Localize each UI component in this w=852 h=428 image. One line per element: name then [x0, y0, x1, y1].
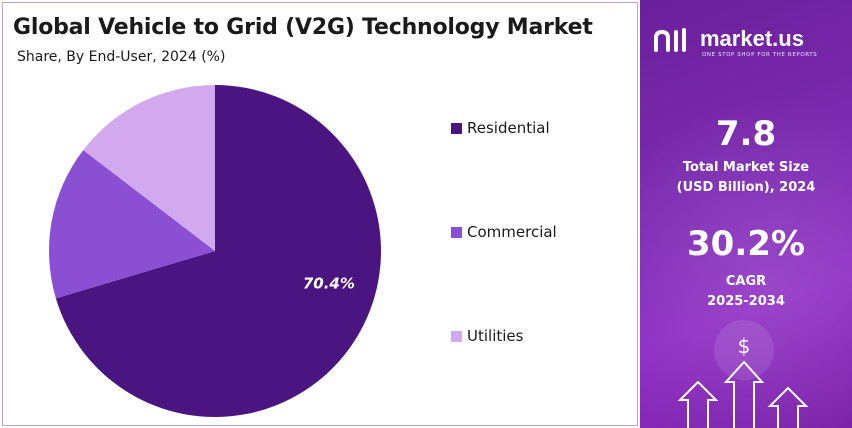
pie-slice-utilities	[83, 85, 215, 251]
pie-slice-commercial	[49, 150, 216, 299]
legend-swatch-commercial	[451, 226, 462, 238]
legend-label-utilities: Utilities	[467, 327, 524, 345]
legend-label-residential: Residential	[467, 119, 550, 137]
legend-label-commercial: Commercial	[467, 223, 557, 241]
legend-swatch-residential	[451, 122, 462, 134]
market-size-value: 7.8	[715, 114, 777, 154]
legend-item-utilities: Utilities	[451, 327, 523, 345]
growth-arrows-decoration	[677, 320, 809, 428]
legend-item-commercial: Commercial	[451, 223, 557, 241]
legend-swatch-utilities	[451, 330, 462, 342]
cagr-label-line1: CAGR	[725, 274, 767, 289]
summary-panel: $ market.us ONE STOP SHOP FOR THE REPORT…	[640, 0, 852, 428]
market-us-logo-icon	[654, 28, 686, 52]
chart-panel: Global Vehicle to Grid (V2G) Technology …	[2, 2, 638, 426]
cagr-value: 30.2%	[687, 224, 805, 264]
market-size-label-line1: Total Market Size	[682, 160, 810, 175]
brand-tagline: ONE STOP SHOP FOR THE REPORTS	[702, 52, 818, 58]
pie-label-residential: 70.4%	[303, 275, 355, 293]
brand-name: market.us	[700, 26, 804, 51]
brand-logo: market.us ONE STOP SHOP FOR THE REPORTS	[652, 24, 842, 64]
legend-item-residential: Residential	[451, 119, 550, 137]
market-size-label-line2: (USD Billion), 2024	[676, 180, 816, 195]
chart-subtitle: Share, By End-User, 2024 (%)	[17, 49, 226, 65]
pie-chart: 70.4%	[49, 85, 382, 417]
dollar-icon: $	[737, 334, 751, 358]
pie-slice-residential	[55, 85, 382, 417]
panel-glow	[640, 0, 852, 428]
cagr-label-line2: 2025-2034	[707, 294, 785, 309]
chart-title: Global Vehicle to Grid (V2G) Technology …	[13, 15, 593, 40]
